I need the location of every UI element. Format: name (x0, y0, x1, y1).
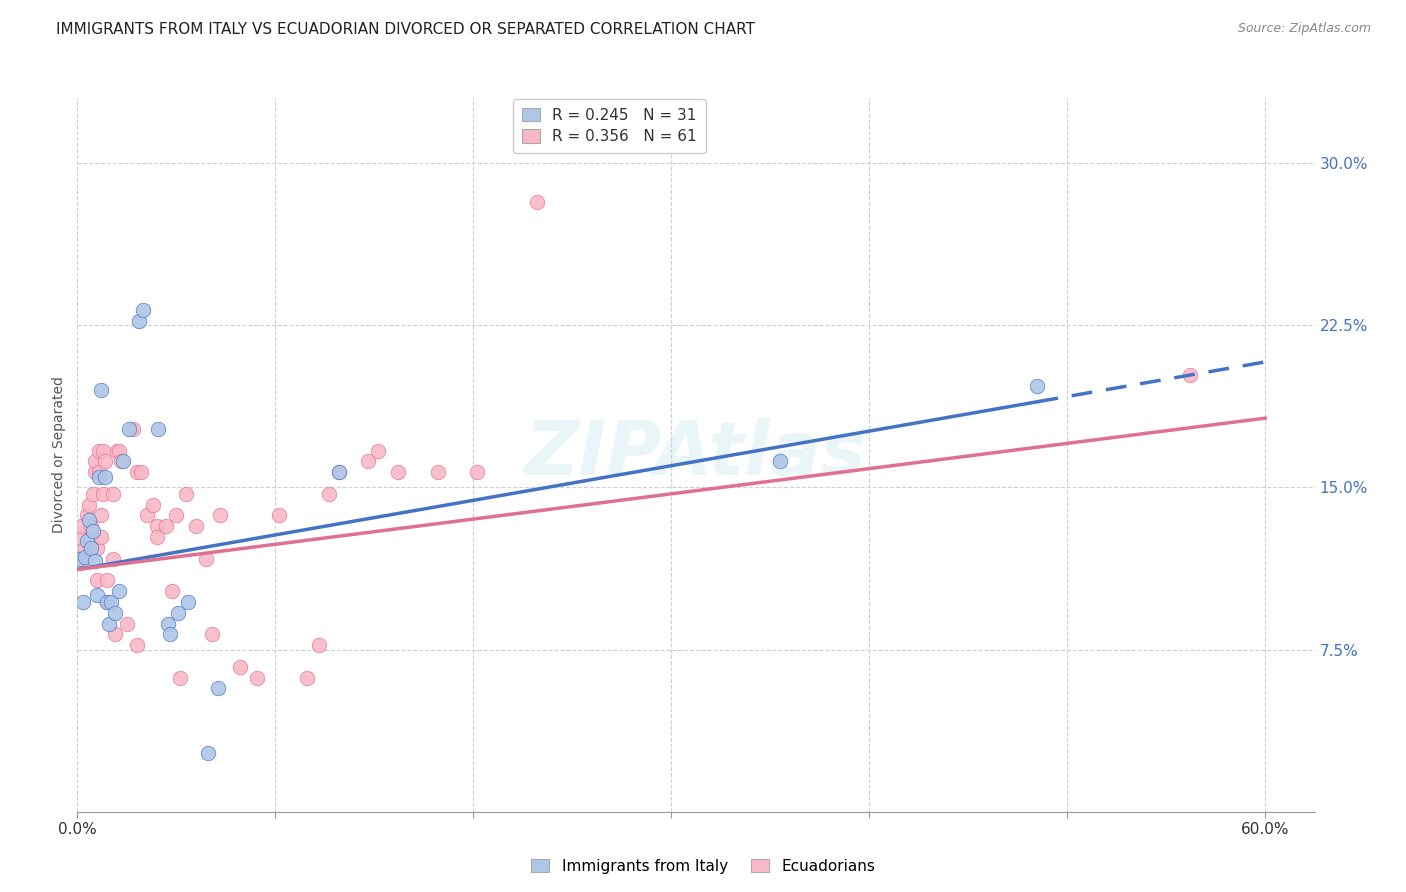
Point (207, 681, 229, 696)
Point (177, 595, 200, 609)
Point (77, 498, 100, 512)
Point (80, 519, 103, 533)
Point (318, 487, 340, 501)
Point (86, 574, 108, 588)
Point (76, 508, 98, 523)
Point (201, 627, 224, 641)
Point (246, 671, 269, 685)
Point (769, 454, 792, 468)
Point (197, 747, 219, 761)
Point (82, 487, 104, 501)
Point (75, 549, 97, 564)
Point (118, 422, 141, 436)
Point (167, 606, 190, 620)
Point (129, 465, 152, 479)
Point (80, 541, 103, 555)
Point (77, 513, 100, 527)
Point (157, 616, 180, 631)
Point (131, 303, 153, 318)
Point (84, 465, 107, 479)
Point (101, 551, 124, 566)
Point (145, 519, 167, 533)
Point (208, 508, 231, 523)
Point (86, 589, 108, 603)
Point (84, 554, 107, 568)
Point (135, 508, 157, 523)
Point (72, 551, 94, 566)
Point (162, 584, 184, 599)
Point (67, 530, 90, 544)
Point (142, 498, 165, 512)
Point (1178, 368, 1201, 382)
Point (357, 454, 380, 468)
Point (87, 465, 110, 479)
Point (87, 469, 110, 483)
Point (121, 422, 143, 436)
Point (75, 541, 97, 555)
Point (165, 508, 187, 523)
Point (100, 595, 122, 609)
Point (84, 454, 107, 468)
Legend: R = 0.245   N = 31, R = 0.356   N = 61: R = 0.245 N = 31, R = 0.356 N = 61 (513, 99, 706, 153)
Point (125, 638, 148, 652)
Point (90, 508, 112, 523)
Point (76, 534, 98, 549)
Point (169, 671, 191, 685)
Point (526, 194, 548, 209)
Point (159, 627, 181, 641)
Point (128, 314, 150, 328)
Point (94, 454, 117, 468)
Point (91, 443, 114, 458)
Text: ZIPAtlas: ZIPAtlas (526, 418, 866, 491)
Point (387, 465, 409, 479)
Point (228, 660, 250, 674)
Point (125, 465, 148, 479)
Point (195, 551, 218, 566)
Point (328, 465, 350, 479)
Point (91, 487, 114, 501)
Point (104, 606, 127, 620)
Point (90, 530, 112, 544)
Point (86, 541, 108, 555)
Text: IMMIGRANTS FROM ITALY VS ECUADORIAN DIVORCED OR SEPARATED CORRELATION CHART: IMMIGRANTS FROM ITALY VS ECUADORIAN DIVO… (56, 22, 755, 37)
Point (82, 524, 104, 538)
Point (96, 595, 118, 609)
Point (96, 595, 118, 609)
Point (465, 465, 488, 479)
Point (96, 574, 118, 588)
Point (87, 443, 110, 458)
Point (426, 465, 449, 479)
Point (70, 519, 93, 533)
Point (174, 487, 197, 501)
Point (148, 422, 170, 436)
Text: Source: ZipAtlas.com: Source: ZipAtlas.com (1237, 22, 1371, 36)
Point (90, 383, 112, 397)
Point (295, 671, 318, 685)
Point (145, 530, 167, 544)
Point (94, 469, 117, 483)
Point (108, 584, 131, 599)
Point (104, 627, 127, 641)
Point (328, 465, 350, 479)
Point (101, 487, 124, 501)
Point (105, 443, 128, 458)
Legend: Immigrants from Italy, Ecuadorians: Immigrants from Italy, Ecuadorians (524, 853, 882, 880)
Point (184, 519, 207, 533)
Point (108, 443, 131, 458)
Point (367, 443, 389, 458)
Y-axis label: Divorced or Separated: Divorced or Separated (52, 376, 66, 533)
Point (72, 595, 94, 609)
Point (110, 454, 132, 468)
Point (80, 530, 103, 544)
Point (155, 519, 177, 533)
Point (115, 616, 138, 631)
Point (111, 454, 134, 468)
Point (67, 551, 90, 566)
Point (1026, 378, 1049, 392)
Point (308, 638, 330, 652)
Point (269, 508, 291, 523)
Point (98, 616, 121, 631)
